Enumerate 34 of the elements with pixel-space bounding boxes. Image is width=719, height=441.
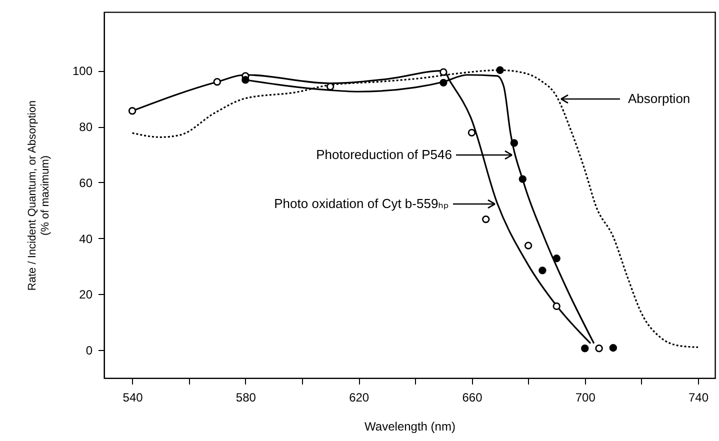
x-tick-label: 580 (236, 390, 256, 404)
y-tick-label: 100 (72, 64, 93, 78)
y-tick-label: 0 (86, 344, 93, 358)
y-tick-label: 80 (79, 120, 93, 134)
point (518, 175, 527, 183)
y-axis-title: Rate / Incident Quantum, or Absorption (% of maximum) (26, 100, 52, 291)
point (128, 107, 136, 115)
point (595, 344, 603, 352)
x-tick-label: 540 (122, 390, 144, 404)
x-axis-title: Wavelength (nm) (364, 420, 456, 434)
point (242, 76, 250, 84)
point (538, 266, 546, 274)
point (581, 344, 589, 352)
point (524, 242, 532, 250)
point (609, 344, 618, 352)
point (552, 302, 560, 310)
x-tick-label: 660 (462, 390, 483, 404)
x-tick-label: 700 (575, 390, 596, 404)
point (213, 78, 222, 86)
point (510, 139, 518, 147)
y-tick-label: 60 (79, 176, 93, 190)
point (482, 215, 490, 224)
point (440, 68, 448, 76)
y-tick-label: 20 (79, 288, 93, 302)
point (468, 128, 476, 137)
point (552, 254, 560, 262)
annotation: Photo oxidation of Cyt b-559ₕₚ (274, 196, 449, 211)
x-tick-label: 620 (349, 390, 370, 404)
point (440, 78, 448, 87)
annotation: Photoreduction of P546 (316, 147, 452, 162)
annotation: Absorption (628, 91, 690, 106)
x-tick-label: 740 (688, 390, 709, 404)
point (496, 66, 504, 74)
y-tick-label: 40 (79, 232, 93, 246)
